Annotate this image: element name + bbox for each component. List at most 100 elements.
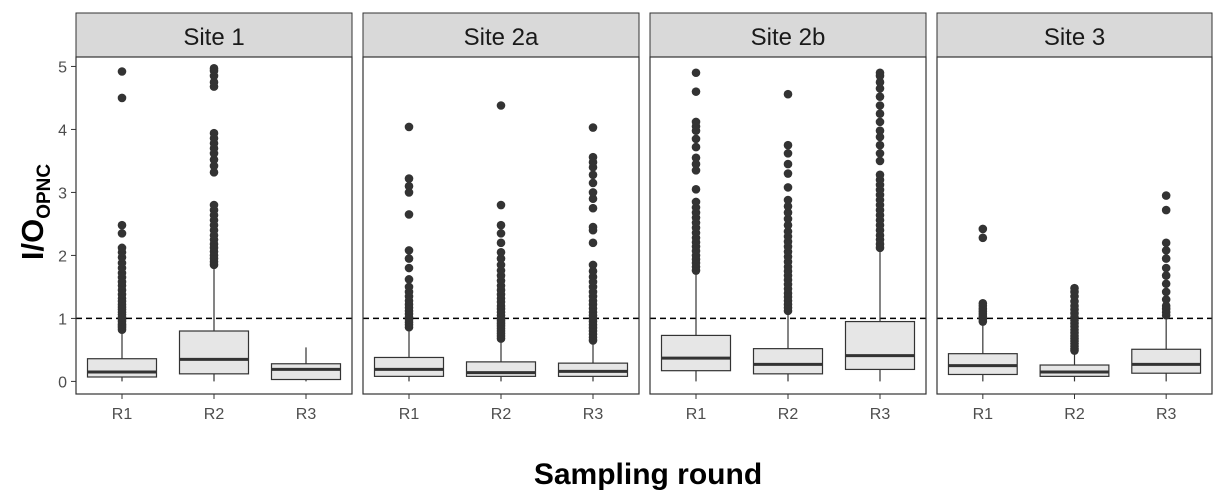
x-tick-label: R3 xyxy=(296,406,317,423)
outlier-point xyxy=(1161,246,1171,255)
y-tick-label: 2 xyxy=(58,248,67,265)
outlier-point xyxy=(875,156,885,166)
outlier-point xyxy=(978,224,988,234)
box-r2 xyxy=(465,101,537,382)
panel-border xyxy=(362,56,640,395)
facet-strip xyxy=(936,12,1213,58)
outlier-point xyxy=(588,170,598,180)
outlier-point xyxy=(691,159,701,169)
outlier-point xyxy=(783,183,793,192)
box-r2 xyxy=(178,64,250,382)
outlier-point xyxy=(209,161,219,171)
outlier-point xyxy=(978,233,988,243)
outlier-point xyxy=(496,220,506,230)
facet-strip-label: Site 2b xyxy=(751,24,826,51)
outlier-point xyxy=(691,68,701,78)
outlier-point xyxy=(691,197,701,207)
facet-strip-label: Site 3 xyxy=(1044,24,1105,51)
box-iqr xyxy=(1131,348,1202,374)
box-iqr xyxy=(465,361,537,377)
box-iqr xyxy=(557,362,629,377)
box-iqr xyxy=(947,353,1018,376)
outlier-point xyxy=(1161,191,1171,200)
outlier-point xyxy=(588,238,598,248)
facet-strip-label: Site 2a xyxy=(464,24,539,51)
outlier-point xyxy=(691,184,701,194)
box-r2 xyxy=(1039,283,1110,382)
outlier-point xyxy=(209,200,219,210)
outlier-point xyxy=(875,117,885,127)
outlier-point xyxy=(496,101,506,110)
outlier-point xyxy=(1161,254,1171,263)
outlier-point xyxy=(783,195,793,205)
outlier-point xyxy=(691,117,701,127)
outlier-point xyxy=(404,181,414,191)
x-tick-label: R3 xyxy=(1156,406,1177,423)
outlier-point xyxy=(404,282,414,292)
outlier-point xyxy=(1161,295,1171,304)
outlier-point xyxy=(496,229,506,238)
x-tick-label: R1 xyxy=(112,406,133,423)
outlier-point xyxy=(496,200,506,210)
box-r3 xyxy=(844,68,916,382)
y-axis-title: I/OOPNC xyxy=(15,164,55,261)
panel-border xyxy=(75,56,353,395)
facet-strip xyxy=(362,12,640,58)
outlier-point xyxy=(875,126,885,135)
x-tick-label: R2 xyxy=(204,406,225,423)
outlier-point xyxy=(1161,301,1171,311)
outlier-point xyxy=(875,77,885,87)
outlier-point xyxy=(783,201,793,211)
outlier-point xyxy=(1161,238,1171,248)
box-iqr xyxy=(660,334,732,372)
box-r3 xyxy=(557,123,629,382)
outlier-point xyxy=(691,134,701,144)
x-tick-label: R2 xyxy=(1064,406,1085,423)
outlier-point xyxy=(1161,271,1171,280)
outlier-point xyxy=(1070,283,1079,293)
box-r1 xyxy=(660,68,732,382)
outlier-point xyxy=(496,254,506,263)
outlier-point xyxy=(404,254,414,263)
box-iqr xyxy=(178,330,250,375)
outlier-point xyxy=(496,260,506,270)
outlier-point xyxy=(209,77,219,87)
outlier-point xyxy=(691,153,701,163)
box-iqr xyxy=(752,348,824,375)
y-tick-label: 3 xyxy=(58,185,67,202)
y-tick-label: 5 xyxy=(58,59,67,76)
outlier-point xyxy=(588,222,598,232)
x-tick-label: R2 xyxy=(778,406,799,423)
outlier-point xyxy=(588,152,598,162)
outlier-point xyxy=(1161,205,1171,215)
box-iqr xyxy=(86,358,158,378)
outlier-point xyxy=(117,220,127,230)
box-r1 xyxy=(947,224,1018,382)
outlier-point xyxy=(875,140,885,150)
outlier-point xyxy=(404,122,414,132)
box-r1 xyxy=(86,67,158,382)
facet-strip xyxy=(75,12,353,58)
y-axis-title-main: I/O xyxy=(15,219,50,260)
outlier-point xyxy=(588,194,598,204)
y-tick-label: 1 xyxy=(58,311,67,328)
outlier-point xyxy=(404,275,414,284)
outlier-point xyxy=(117,67,127,76)
y-axis: 0 1 2 3 4 5 xyxy=(58,59,76,391)
x-tick-label: R3 xyxy=(870,406,891,423)
outlier-point xyxy=(404,188,414,197)
panel-border xyxy=(649,56,927,395)
outlier-point xyxy=(404,210,414,219)
outlier-point xyxy=(875,92,885,101)
outlier-point xyxy=(783,227,793,236)
outlier-point xyxy=(783,214,793,224)
outlier-point xyxy=(875,101,885,110)
outlier-point xyxy=(1161,279,1171,289)
box-r1 xyxy=(373,122,445,382)
facet-panel: Site 2a R1 R2 R3 xyxy=(362,12,640,423)
outlier-point xyxy=(117,243,127,253)
outlier-point xyxy=(117,229,127,238)
outlier-point xyxy=(588,178,598,188)
